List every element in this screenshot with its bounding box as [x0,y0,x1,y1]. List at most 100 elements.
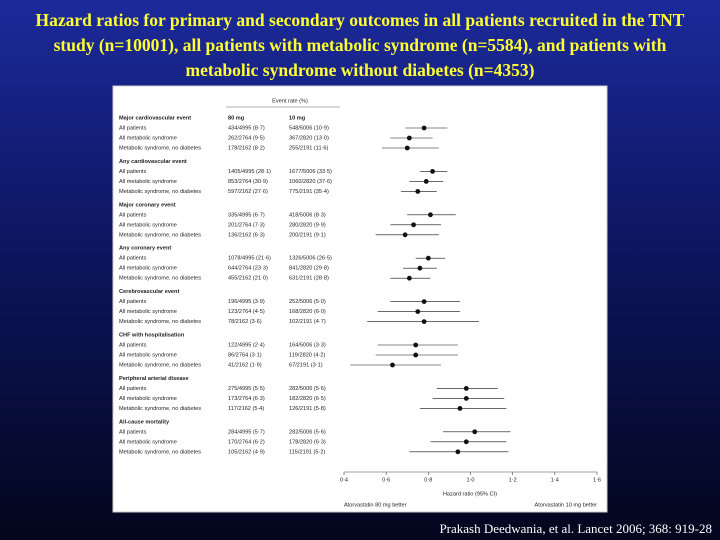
rate-80: 41/2162 (1·9) [228,362,262,368]
forest-plot: Event rate (%) 80 mg 10 mg Hazard ratio … [112,85,608,513]
rate-80: 1078/4995 (21·6) [228,256,271,262]
rate-80: 262/2764 (9·5) [228,135,265,141]
column-header: 10 mg [289,115,306,121]
hazard-ratio [417,265,423,271]
x-tick-label: 1·0 [466,477,474,483]
row-label: Metabolic syndrome, no diabetes [119,362,201,368]
rate-10: 255/2191 (11·6) [289,145,329,151]
row-label: Metabolic syndrome, no diabetes [119,319,201,325]
hazard-ratio [402,232,408,238]
hazard-ratio [415,189,421,194]
rate-10: 178/2820 (6·3) [289,439,326,445]
row-label: All metabolic syndrome [119,222,177,228]
rate-80: 170/2764 (6·2) [228,439,265,445]
rate-80: 853/2764 (30·9) [228,179,268,185]
rate-10: 115/2191 (5·2) [289,449,325,455]
hazard-ratio [421,319,427,324]
x-tick-label: 1·6 [593,477,601,483]
rate-10: 126/2191 (5·8) [289,406,326,412]
row-label: All patients [119,256,147,262]
x-tick-label: 0·8 [424,477,432,483]
rate-80: 644/2764 (23·3) [228,266,268,272]
hazard-ratio [425,255,431,261]
group-label: Peripheral arterial disease [119,376,189,382]
group-label: Any cardiovascular event [119,159,187,165]
row-label: All metabolic syndrome [119,179,177,185]
column-header: 80 mg [228,115,245,121]
hazard-ratio [406,135,412,141]
group-label: Major cardiovascular event [119,115,191,121]
hazard-ratio [415,309,421,314]
rate-10: 252/5006 (5·0) [289,299,326,305]
row-label: All patients [119,386,147,392]
right-note: Atorvastatin 10 mg better [535,502,598,508]
hazard-ratio [390,362,395,368]
rate-80: 117/2162 (5·4) [228,406,264,412]
hazard-ratio [406,275,412,281]
hazard-ratio [472,429,478,435]
hazard-ratio [421,299,427,304]
row-label: All patients [119,299,147,305]
hazard-ratio [421,125,427,131]
rate-10: 182/2820 (6·5) [289,396,326,402]
hazard-ratio [463,439,469,445]
rate-10: 1060/2820 (37·6) [289,179,332,185]
hazard-ratio [428,212,433,218]
rate-10: 548/5006 (10·9) [289,125,329,131]
hazard-ratio [423,179,429,184]
rate-80: 335/4995 (6·7) [228,212,265,218]
hazard-ratio [455,449,461,455]
figure-panel [112,85,608,513]
row-label: All metabolic syndrome [119,396,177,402]
group-label: Major coronary event [119,202,176,208]
rate-80: 1405/4995 (28·1) [228,169,271,175]
hazard-ratio [463,396,469,401]
rate-10: 282/5006 (5·6) [289,429,326,435]
row-label: Metabolic syndrome, no diabetes [119,145,201,151]
rate-80: 105/2162 (4·9) [228,449,265,455]
header: Event rate (%) [272,98,308,104]
hazard-ratio [463,386,469,391]
rate-80: 201/2764 (7·3) [228,222,265,228]
rate-10: 102/2191 (4·7) [289,319,326,325]
rate-10: 119/2820 (4·2) [289,352,325,358]
x-tick-label: 0·6 [382,477,390,483]
rate-80: 136/2162 (6·3) [228,232,265,238]
x-tick-label: 1·4 [551,477,559,483]
left-note: Atorvastatin 80 mg better [344,502,407,508]
rate-80: 173/2764 (6·3) [228,396,265,402]
row-label: Metabolic syndrome, no diabetes [119,232,201,238]
rate-10: 418/5006 (8·3) [289,212,326,218]
rate-10: 775/2191 (35·4) [289,189,329,195]
row-label: All patients [119,125,147,131]
rate-10: 1326/5006 (26·5) [289,256,332,262]
hazard-ratio [404,145,410,151]
row-label: All metabolic syndrome [119,309,177,315]
rate-10: 1677/5006 (33·5) [289,169,332,175]
rate-80: 284/4995 (5·7) [228,429,265,435]
rate-80: 434/4995 (8·7) [228,125,265,131]
group-label: Cerebrovascular event [119,289,179,295]
row-label: All metabolic syndrome [119,266,177,272]
row-label: All patients [119,212,147,218]
rate-10: 168/2820 (6·0) [289,309,326,315]
rate-10: 67/2191 (3·1) [289,362,323,368]
rate-80: 196/4995 (3·9) [228,299,265,305]
rate-80: 178/2162 (8·2) [228,145,265,151]
rate-10: 282/5006 (5·6) [289,386,326,392]
rate-80: 122/4995 (2·4) [228,342,265,348]
row-label: All patients [119,169,147,175]
rate-80: 455/2162 (21·0) [228,276,268,282]
row-label: All metabolic syndrome [119,439,177,445]
row-label: Metabolic syndrome, no diabetes [119,406,201,412]
rate-80: 597/2162 (27·6) [228,189,268,195]
x-axis-label: Hazard ratio (95% CI) [443,491,497,497]
row-label: Metabolic syndrome, no diabetes [119,449,201,455]
row-label: All metabolic syndrome [119,352,177,358]
rate-10: 164/5006 (3·3) [289,342,326,348]
rate-80: 275/4995 (5·5) [228,386,265,392]
hazard-ratio [413,352,419,358]
row-label: All metabolic syndrome [119,135,177,141]
slide-title: Hazard ratios for primary and secondary … [35,10,685,80]
